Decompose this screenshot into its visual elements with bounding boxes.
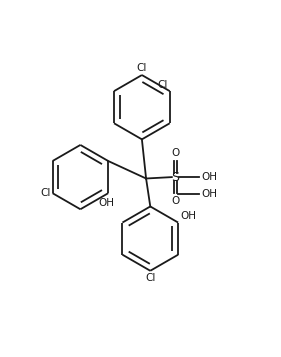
Text: Cl: Cl [137, 63, 147, 73]
Text: Cl: Cl [145, 273, 155, 283]
Text: OH: OH [201, 189, 217, 199]
Text: O: O [171, 149, 180, 159]
Text: Cl: Cl [40, 188, 50, 198]
Text: OH: OH [99, 198, 115, 208]
Text: OH: OH [201, 172, 217, 182]
Text: O: O [171, 196, 180, 206]
Text: OH: OH [180, 211, 196, 221]
Text: Cl: Cl [157, 80, 167, 90]
Text: S: S [171, 171, 180, 183]
